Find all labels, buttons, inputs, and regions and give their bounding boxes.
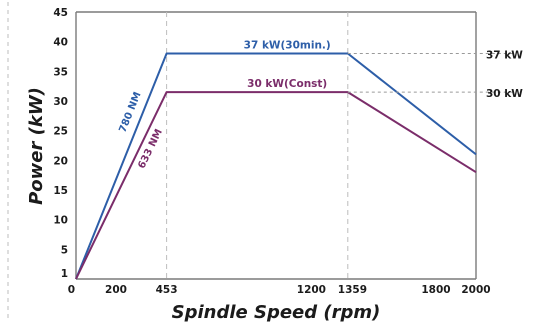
y-tick-label: 45: [53, 7, 68, 19]
y-tick-label: 10: [53, 215, 68, 227]
series-label-2: 30 kW(Const): [247, 78, 327, 90]
y-tick-label: 20: [53, 155, 68, 167]
slope-label-1: 780 NM: [118, 90, 144, 134]
y-tick-label: 15: [53, 185, 68, 197]
x-tick-label: 0: [68, 284, 75, 296]
end-label-1: 37 kW: [486, 50, 523, 62]
slope-label-2: 633 NM: [136, 127, 165, 170]
y-tick-label: 1: [61, 268, 68, 280]
y-tick-label: 30: [53, 96, 68, 108]
end-label-2: 30 kW: [486, 88, 523, 100]
x-tick-label: 2000: [461, 284, 490, 296]
series-label-1: 37 kW(30min.): [244, 40, 331, 52]
series-lines: [75, 52, 477, 280]
x-axis-title: Spindle Speed (rpm): [172, 302, 381, 323]
x-tick-label: 453: [156, 284, 178, 296]
y-tick-label: 25: [53, 126, 68, 138]
x-tick-labels: 0 200 453 1200 1359 1800 2000: [68, 284, 491, 296]
series-line-1: [75, 52, 477, 280]
x-tick-label: 1200: [297, 284, 326, 296]
series-annotations: 37 kW(30min.) 37 kW 780 NM 30 kW(Const) 30 k…: [118, 40, 524, 171]
y-tick-label: 5: [61, 244, 68, 256]
y-tick-label: 40: [53, 37, 68, 49]
x-tick-label: 1359: [338, 284, 367, 296]
x-tick-label: 200: [105, 284, 127, 296]
reference-lines: [166, 12, 349, 279]
y-axis-title: Power (kW): [26, 87, 47, 205]
series-line-2: [75, 91, 477, 280]
y-tick-label: 35: [53, 66, 68, 78]
x-tick-label: 1800: [421, 284, 450, 296]
